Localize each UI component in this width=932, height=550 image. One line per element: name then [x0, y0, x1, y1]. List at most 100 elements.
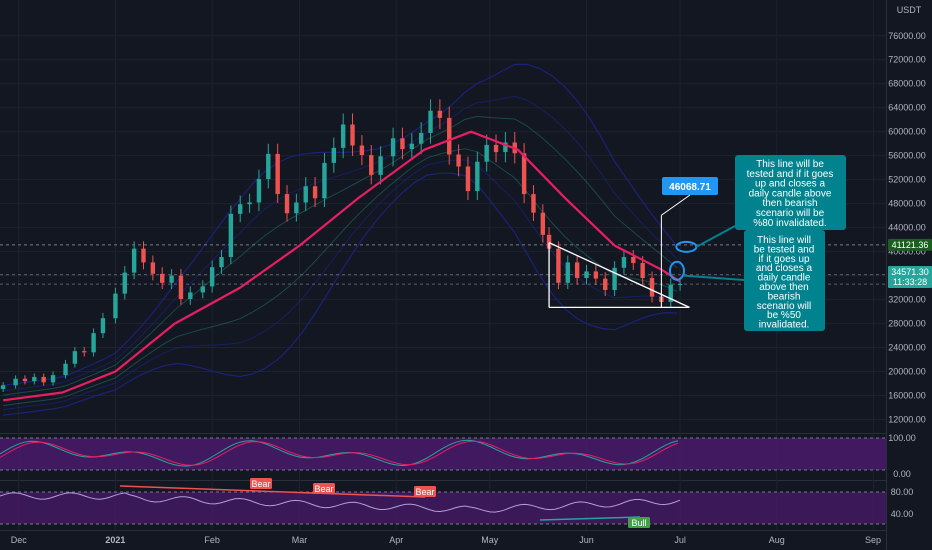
callout-80-connector — [695, 225, 736, 248]
rsi-band — [0, 492, 886, 524]
time-axis-label: Mar — [292, 535, 308, 545]
moving-average — [2, 130, 681, 402]
callout-50-line: be %50 — [767, 310, 801, 321]
candles — [0, 99, 683, 393]
price-marker-box — [888, 276, 932, 288]
rsi-divergence-line — [119, 485, 426, 498]
price-marker-label: 34571.30 — [891, 267, 929, 277]
price-tick-label: 76000.00 — [888, 31, 926, 41]
oscillator-tick-label: 0.00 — [893, 469, 911, 479]
candle-body — [350, 124, 355, 146]
candle-body — [209, 267, 215, 287]
bollinger-bands — [3, 63, 678, 416]
candle-body — [22, 378, 28, 382]
candle-body — [169, 275, 174, 283]
candle-body — [649, 278, 655, 297]
rsi-tag-box — [250, 478, 272, 489]
candle-body — [400, 138, 405, 150]
candle-body — [200, 286, 205, 293]
candle-body — [178, 275, 184, 299]
candle-body — [188, 292, 193, 299]
time-axis-label: Sep — [865, 535, 881, 545]
candle-body — [122, 272, 127, 294]
candle-body — [584, 271, 589, 279]
candle-body — [219, 257, 224, 268]
drawings — [548, 194, 745, 309]
candle-body — [546, 234, 552, 249]
callout-80-line: then bearish — [762, 198, 817, 209]
candle-body — [340, 124, 346, 148]
oscillator-tick-label: 40.00 — [891, 509, 914, 519]
candle-body — [91, 333, 96, 353]
callout-50-box — [744, 230, 825, 331]
band-line — [3, 95, 678, 392]
callout-50-line: and closes a — [756, 263, 813, 274]
candle-body — [677, 283, 683, 285]
price-tick-label: 52000.00 — [888, 175, 926, 185]
candle-body — [359, 145, 365, 156]
price-tick-label: 72000.00 — [888, 55, 926, 65]
time-axis-label: 2021 — [105, 535, 125, 545]
candle-body — [82, 351, 87, 353]
candle-body — [409, 143, 415, 150]
candle-body — [503, 142, 508, 153]
oscillator-tick-label: 80.00 — [891, 487, 914, 497]
candle-body — [475, 161, 480, 192]
candle-body — [322, 162, 327, 199]
candle-body — [256, 179, 262, 203]
price-tick-label: 12000.00 — [888, 415, 926, 425]
candle-body — [72, 351, 78, 364]
candle-body — [428, 110, 433, 133]
candle-body — [640, 263, 645, 279]
candle-body — [456, 154, 461, 167]
price-tick-label: 40000.00 — [888, 247, 926, 257]
price-tick-label: 32000.00 — [888, 295, 926, 305]
price-marker-box — [888, 238, 932, 251]
candle-body — [247, 202, 252, 205]
candle-body — [521, 153, 527, 195]
candle-body — [603, 278, 608, 290]
candle-body — [160, 273, 165, 283]
price-label-connector — [661, 194, 691, 216]
rsi-tag-box — [414, 486, 436, 497]
horizontal-levels — [0, 244, 886, 285]
time-axis-label: Apr — [389, 535, 403, 545]
candle-body — [484, 144, 489, 162]
candle-body — [0, 385, 6, 389]
rsi-tag-label: Bear — [314, 484, 333, 494]
price-tick-label: 56000.00 — [888, 151, 926, 161]
callout-50-line: be tested and — [754, 244, 815, 255]
candle-body — [574, 262, 580, 279]
candle-body — [131, 248, 137, 273]
price-tick-label: 64000.00 — [888, 103, 926, 113]
time-axis: Dec 2021 Feb Mar Apr May Jun Jul Aug Sep — [11, 535, 881, 545]
rsi-tag-label: Bear — [415, 487, 434, 497]
candle-body — [556, 248, 561, 283]
price-axis: 76000.00 72000.00 68000.00 64000.00 60000.00… — [888, 31, 926, 425]
price-marker-box — [888, 266, 932, 278]
candle-body — [266, 153, 271, 180]
candle-body — [540, 212, 546, 235]
candle-body — [621, 257, 627, 268]
price-label-text: 46068.71 — [669, 182, 711, 193]
candle-body — [294, 202, 299, 214]
time-axis-label: Dec — [11, 535, 28, 545]
price-tick-label: 68000.00 — [888, 79, 926, 89]
price-tick-label: 20000.00 — [888, 367, 926, 377]
callout-80-line: daily candle above — [749, 188, 832, 199]
candle-body — [150, 262, 156, 274]
candle-body — [631, 257, 636, 264]
candle-body — [531, 194, 536, 213]
candle-body — [331, 147, 337, 163]
candle-body — [668, 284, 673, 302]
candle-body — [284, 194, 290, 214]
callout-80-line: up and closes a — [755, 179, 825, 190]
candle-body — [437, 110, 443, 118]
time-axis-label: Jul — [674, 535, 686, 545]
candle-body — [41, 376, 46, 383]
time-axis-label: Feb — [204, 535, 220, 545]
candle-body — [303, 186, 308, 203]
candle-body — [13, 378, 18, 386]
